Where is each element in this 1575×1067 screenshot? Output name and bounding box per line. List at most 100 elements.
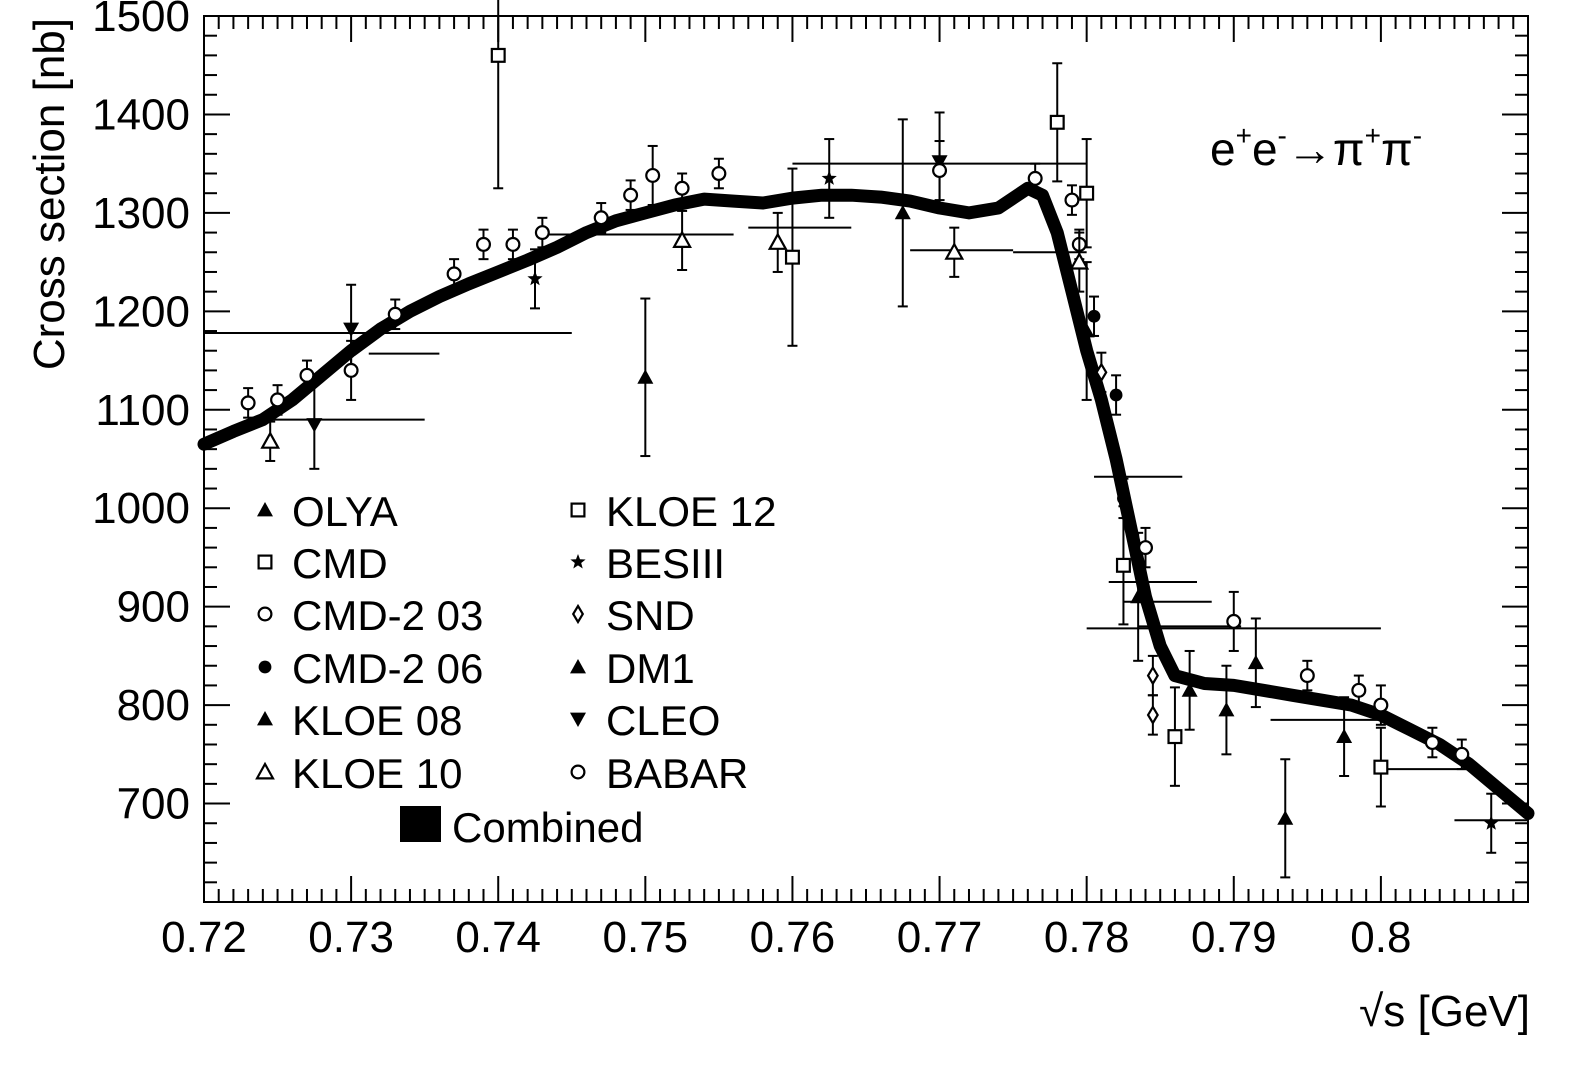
data-point: [1424, 726, 1440, 759]
annot-arrow: →π: [1287, 123, 1365, 175]
data-point: [1247, 617, 1264, 709]
data-point: [1373, 726, 1389, 808]
data-point: [767, 211, 788, 273]
data-point: [1146, 654, 1159, 697]
marker-tri-up: [894, 204, 911, 220]
marker-circle-open: [476, 236, 492, 252]
data-point: [1079, 138, 1095, 249]
y-tick-label: 800: [117, 681, 190, 730]
legend-label: OLYA: [292, 488, 398, 535]
marker-circle-open: [1373, 697, 1389, 713]
legend-label-combined: Combined: [452, 804, 643, 851]
marker-circle-open: [1299, 668, 1315, 684]
marker-tri-up: [570, 659, 586, 674]
data-point: [446, 258, 462, 290]
marker-star: [570, 554, 586, 569]
data-point: [637, 297, 654, 458]
data-point: [490, 0, 506, 190]
y-tick-label: 700: [117, 780, 190, 829]
legend-label: CMD-2 03: [292, 592, 483, 639]
data-point: [299, 359, 315, 392]
axis-ticks: [203, 15, 1529, 903]
legend-entry: BESIII: [570, 540, 725, 587]
data-point: [1069, 231, 1090, 293]
marker-circle-open: [932, 163, 948, 179]
annot-mid: e: [1252, 123, 1278, 175]
marker-tri-down: [306, 418, 323, 433]
data-point: [1181, 649, 1198, 731]
marker-diamond-open: [1095, 362, 1108, 383]
marker-circle-open: [299, 367, 315, 383]
data-point: [1351, 674, 1367, 707]
data-point: [270, 384, 286, 416]
legend: OLYA CMD CMD-2 03 CMD-2 06 KLOE 08 KLOE 10 KLO…: [255, 488, 776, 851]
legend-entry: CMD-2 06: [258, 645, 483, 692]
data-point: [1087, 295, 1101, 337]
marker-circle-filled: [1117, 491, 1130, 505]
marker-tri-up: [637, 369, 654, 384]
data-point: [1130, 531, 1147, 662]
annot-base: e: [1210, 123, 1236, 175]
x-tick-label: 0.74: [455, 913, 541, 962]
marker-tri-up: [1277, 810, 1294, 825]
marker-circle-filled: [258, 660, 272, 674]
y-tick-label: 1000: [92, 484, 190, 533]
data-point: [672, 209, 692, 271]
marker-star: [527, 270, 543, 286]
marker-square-open: [1079, 185, 1095, 201]
marker-circle-open: [446, 266, 462, 282]
y-axis-title: Cross section [nb]: [25, 18, 74, 370]
marker-circle-open: [570, 764, 586, 780]
marker-tri-up: [1247, 654, 1264, 670]
marker-tri-up-open: [944, 242, 965, 260]
y-tick-label: 1200: [92, 287, 190, 336]
annot-sup1: +: [1236, 120, 1252, 151]
x-tick-label: 0.75: [603, 913, 689, 962]
annot-sup3: +: [1365, 120, 1381, 151]
data-point: [1146, 694, 1159, 736]
data-point: [623, 179, 639, 211]
x-tick-label: 0.78: [1044, 913, 1130, 962]
marker-circle-open: [240, 395, 256, 411]
data-point: [1109, 374, 1123, 416]
annot-end: π: [1381, 123, 1413, 175]
marker-tri-up-open: [260, 431, 281, 449]
marker-circle-open: [534, 225, 550, 241]
marker-circle-open: [1226, 613, 1242, 629]
data-point: [387, 298, 403, 331]
marker-tri-up: [1181, 682, 1198, 697]
marker-circle-open: [257, 606, 273, 622]
data-point: [1167, 686, 1183, 787]
legend-label: KLOE 12: [606, 488, 776, 535]
marker-diamond-open: [1146, 665, 1159, 686]
legend-entry: BABAR: [570, 750, 748, 797]
x-tick-labels: 0.72 0.73 0.74 0.75 0.76 0.77 0.78 0.79 0.8: [161, 913, 1411, 962]
y-tick-label: 1400: [92, 90, 190, 139]
data-point: [1049, 62, 1065, 183]
marker-square-open: [257, 554, 273, 570]
x-tick-label: 0.72: [161, 913, 247, 962]
data-point: [593, 202, 609, 234]
marker-tri-up: [1078, 323, 1095, 338]
data-points: [240, 0, 1499, 879]
x-tick-label: 0.77: [897, 913, 983, 962]
legend-entry: KLOE 08: [257, 697, 462, 744]
marker-star: [1483, 815, 1499, 830]
data-point: [1064, 184, 1080, 216]
x-tick-label: 0.73: [308, 913, 394, 962]
legend-label: KLOE 08: [292, 697, 462, 744]
marker-tri-up-open: [255, 761, 275, 780]
legend-entry: OLYA: [257, 488, 398, 535]
marker-circle-open: [505, 236, 521, 252]
marker-circle-open: [1424, 735, 1440, 751]
data-point: [932, 140, 948, 202]
legend-entry: KLOE 12: [570, 488, 776, 535]
marker-circle-filled: [1109, 388, 1123, 402]
data-point: [1115, 505, 1131, 626]
legend-entry: CMD-2 03: [257, 592, 483, 639]
combined-swatch: [400, 806, 441, 842]
marker-tri-up-open: [672, 230, 692, 248]
marker-circle-open: [1454, 746, 1470, 762]
data-point: [1299, 659, 1315, 692]
